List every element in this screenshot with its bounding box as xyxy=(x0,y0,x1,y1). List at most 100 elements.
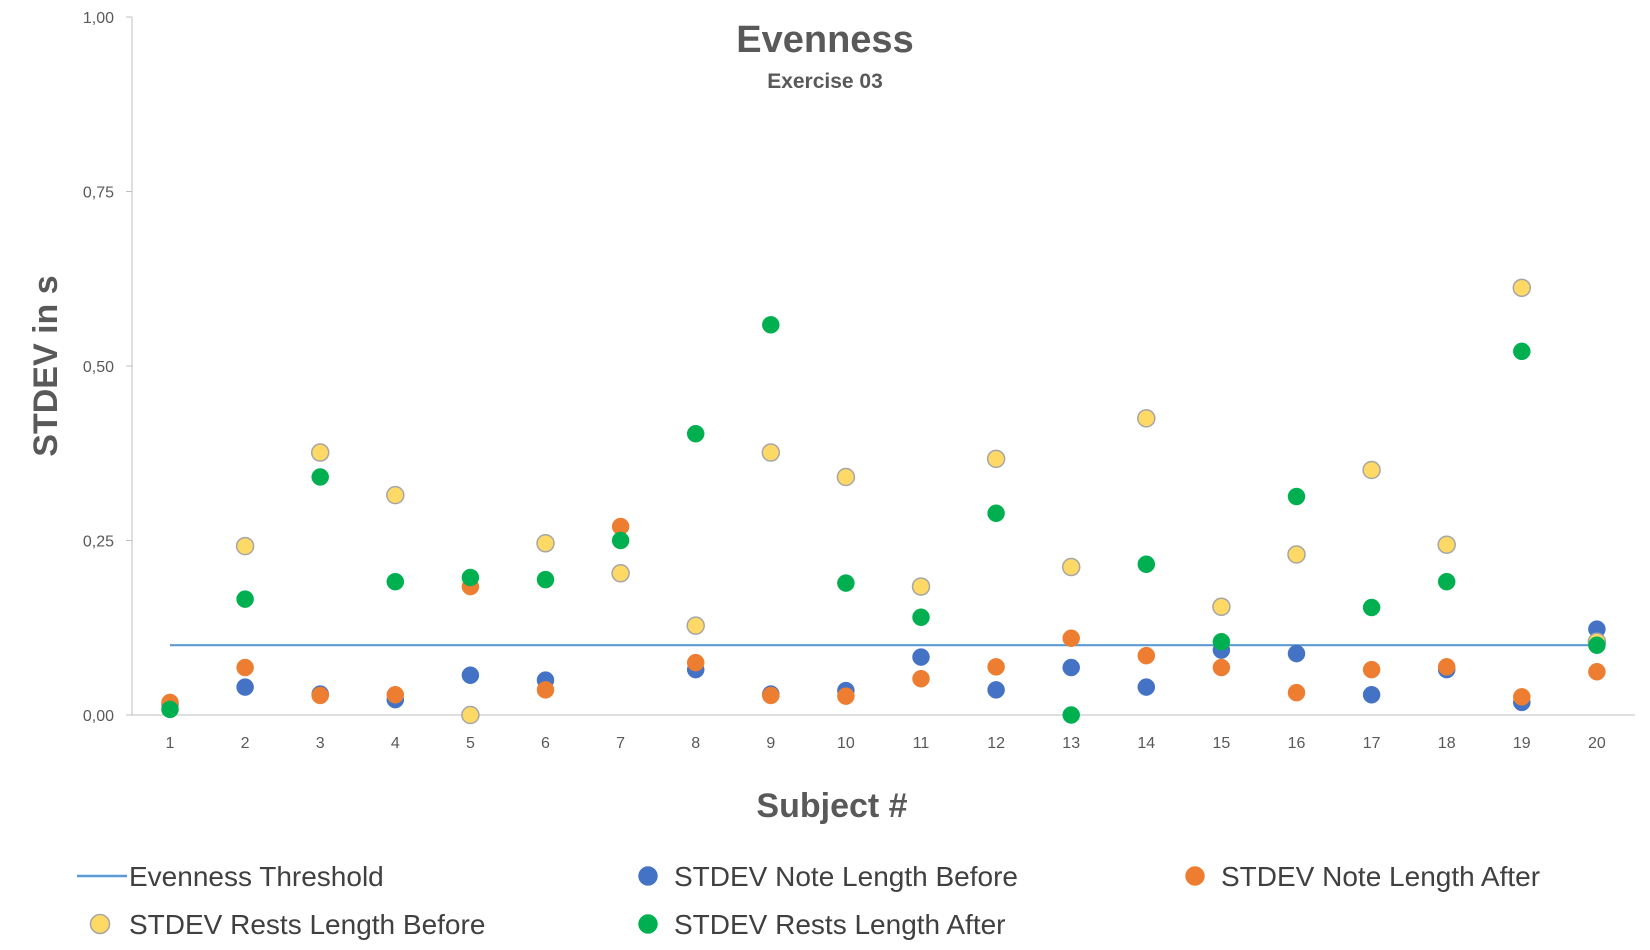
data-point xyxy=(686,616,705,635)
x-tick-label: 11 xyxy=(913,735,930,752)
data-point xyxy=(461,666,480,684)
data-point xyxy=(986,449,1006,469)
legend-label: STDEV Rests Length Before xyxy=(129,909,485,940)
data-point xyxy=(1212,658,1231,677)
x-tick-label: 6 xyxy=(541,735,550,752)
data-point xyxy=(1212,632,1231,651)
x-tick-label: 19 xyxy=(1513,735,1531,752)
data-point xyxy=(310,443,330,462)
x-tick-label: 18 xyxy=(1438,735,1456,752)
data-point xyxy=(236,678,254,696)
data-point xyxy=(1137,678,1156,696)
data-point xyxy=(1137,646,1156,665)
data-point xyxy=(1061,557,1081,577)
data-point xyxy=(912,669,930,688)
legend-marker xyxy=(638,914,658,934)
data-point xyxy=(987,504,1005,523)
data-point xyxy=(461,705,480,725)
data-point xyxy=(1062,629,1080,647)
legend-marker xyxy=(638,866,658,886)
data-point xyxy=(236,590,254,608)
y-axis-label: STDEV in s xyxy=(27,275,65,456)
data-point xyxy=(987,681,1005,699)
data-point xyxy=(912,648,930,666)
data-point xyxy=(386,485,405,505)
points-layer xyxy=(161,278,1607,725)
data-point xyxy=(837,687,855,705)
x-axis-label: Subject # xyxy=(756,787,907,825)
data-point xyxy=(686,653,705,672)
data-point xyxy=(1062,706,1080,724)
data-point xyxy=(386,686,405,704)
axes: 0,000,250,500,751,001 2 3 4 5 6 7 8 9 10 11 12 13 14 1… xyxy=(83,10,1635,752)
x-tick-label: 1 xyxy=(166,735,175,752)
data-point xyxy=(762,316,780,334)
data-point xyxy=(1588,636,1606,654)
data-point xyxy=(1287,644,1306,663)
data-point xyxy=(1513,688,1531,706)
data-point xyxy=(761,443,781,462)
data-point xyxy=(386,572,405,591)
x-tick-label: 13 xyxy=(1062,735,1080,752)
y-tick-label: 0,00 xyxy=(83,708,114,725)
data-point xyxy=(311,468,329,486)
data-point xyxy=(611,564,630,583)
data-point xyxy=(161,700,179,719)
data-point xyxy=(912,608,930,627)
x-tick-label: 7 xyxy=(616,735,625,752)
x-tick-label: 12 xyxy=(987,735,1005,752)
x-tick-label: 2 xyxy=(241,735,250,752)
legend-marker xyxy=(89,913,111,935)
y-tick-label: 0,25 xyxy=(83,534,114,551)
y-tick-label: 0,75 xyxy=(83,185,114,202)
data-point xyxy=(1588,662,1606,681)
data-point xyxy=(1287,683,1306,702)
data-point xyxy=(1287,487,1306,506)
data-point xyxy=(836,467,856,487)
data-point xyxy=(235,536,255,556)
chart-title: Evenness xyxy=(736,19,913,61)
data-point xyxy=(1362,598,1381,617)
legend-label: Evenness Threshold xyxy=(129,861,384,892)
data-point xyxy=(987,658,1005,676)
data-point xyxy=(1437,572,1456,591)
legend-label: STDEV Rests Length After xyxy=(674,909,1006,940)
y-tick-label: 0,50 xyxy=(83,359,114,376)
x-tick-label: 9 xyxy=(766,735,775,752)
data-point xyxy=(1512,278,1532,298)
x-tick-label: 5 xyxy=(466,735,475,752)
x-tick-label: 3 xyxy=(316,735,325,752)
data-point xyxy=(1287,545,1306,564)
data-point xyxy=(1362,660,1381,679)
data-point xyxy=(536,534,555,553)
data-point xyxy=(1062,658,1080,677)
data-point xyxy=(1212,597,1231,617)
chart-subtitle: Exercise 03 xyxy=(767,70,883,93)
data-point xyxy=(311,686,329,705)
x-tick-label: 20 xyxy=(1588,735,1606,752)
data-point xyxy=(1513,342,1531,361)
data-point xyxy=(611,531,630,550)
data-point xyxy=(686,424,705,443)
data-point xyxy=(1437,535,1456,554)
data-point xyxy=(1437,658,1456,676)
data-point xyxy=(236,658,254,677)
legend-label: STDEV Note Length After xyxy=(1221,861,1540,892)
x-tick-label: 17 xyxy=(1363,735,1381,752)
data-point xyxy=(536,570,555,589)
data-point xyxy=(911,577,931,596)
x-tick-label: 4 xyxy=(391,735,400,752)
data-point xyxy=(461,568,480,587)
legend-label: STDEV Note Length Before xyxy=(674,861,1018,892)
data-point xyxy=(1362,686,1381,704)
x-tick-label: 8 xyxy=(691,735,700,752)
data-point xyxy=(1137,555,1156,573)
x-tick-label: 16 xyxy=(1288,735,1306,752)
data-point xyxy=(536,681,555,699)
data-point xyxy=(1137,409,1156,428)
data-point xyxy=(1362,460,1381,480)
legend: Evenness Threshold STDEV Note Length Befo… xyxy=(77,861,1540,940)
x-tick-label: 14 xyxy=(1137,735,1155,752)
